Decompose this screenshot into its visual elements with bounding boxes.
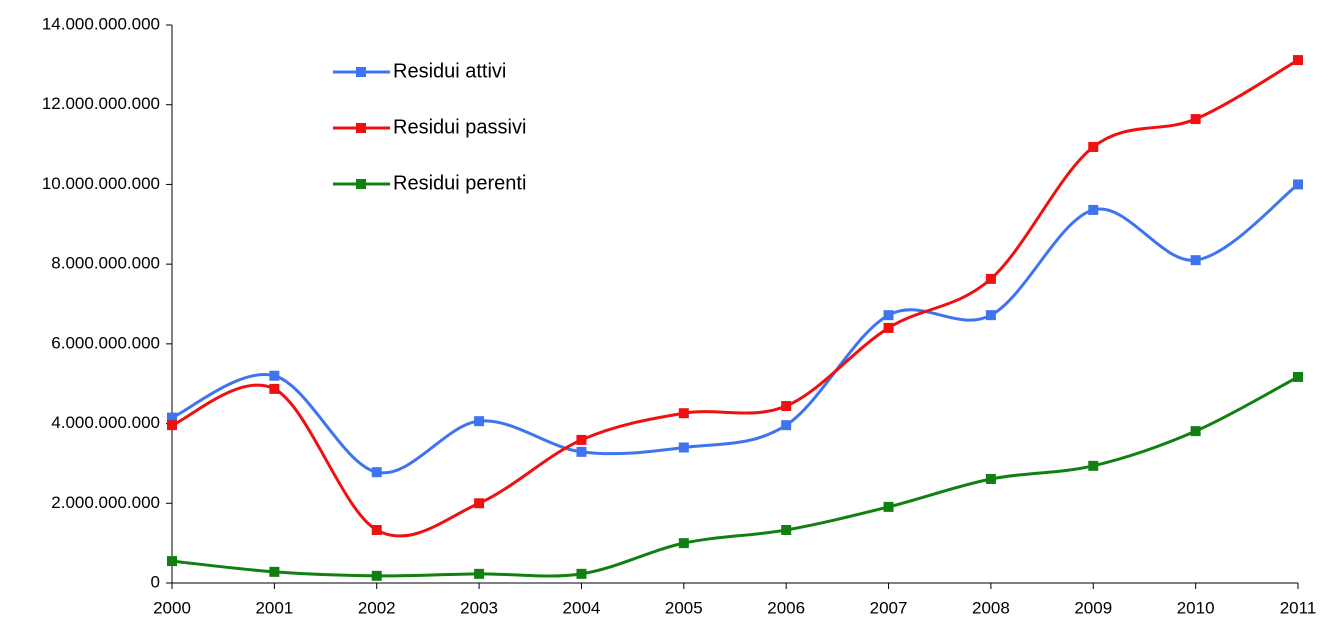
y-tick-label: 8.000.000.000 (51, 254, 160, 273)
x-tick-label: 2006 (767, 598, 805, 617)
legend-label: Residui perenti (393, 172, 526, 194)
legend-label: Residui passivi (393, 116, 526, 138)
point-marker (474, 498, 485, 509)
point-marker (781, 420, 792, 431)
point-marker (1088, 460, 1099, 471)
y-tick-label: 10.000.000.000 (42, 174, 160, 193)
x-tick-label: 2010 (1177, 598, 1215, 617)
point-marker (678, 408, 689, 419)
point-marker (1088, 204, 1099, 215)
legend-marker (356, 123, 366, 133)
point-marker (1293, 55, 1303, 66)
point-marker (269, 370, 280, 381)
x-tick-label: 2002 (358, 598, 396, 617)
point-marker (371, 524, 382, 535)
point-marker (1190, 255, 1201, 266)
point-marker (781, 524, 792, 535)
point-marker (167, 556, 177, 567)
point-marker (269, 566, 280, 577)
y-tick-label: 2.000.000.000 (51, 493, 160, 512)
point-marker (371, 570, 382, 581)
point-marker (1088, 141, 1099, 152)
point-marker (883, 322, 894, 333)
y-tick-label: 12.000.000.000 (42, 94, 160, 113)
point-marker (985, 273, 996, 284)
x-tick-label: 2007 (870, 598, 908, 617)
point-marker (985, 310, 996, 321)
legend-marker (356, 179, 366, 189)
point-marker (167, 420, 177, 431)
point-marker (474, 416, 485, 427)
legend-label: Residui attivi (393, 60, 506, 82)
point-marker (1190, 114, 1201, 125)
point-marker (474, 568, 485, 579)
x-tick-label: 2004 (563, 598, 601, 617)
point-marker (576, 446, 587, 457)
x-tick-label: 2011 (1280, 598, 1317, 617)
point-marker (883, 310, 894, 321)
point-marker (269, 383, 280, 394)
y-tick-label: 0 (151, 572, 160, 591)
y-tick-label: 6.000.000.000 (51, 333, 160, 352)
point-marker (1293, 179, 1303, 190)
y-tick-label: 14.000.000.000 (42, 14, 160, 33)
x-tick-label: 2000 (153, 598, 191, 617)
point-marker (781, 401, 792, 412)
point-marker (576, 434, 587, 445)
point-marker (576, 568, 587, 579)
point-marker (1190, 426, 1201, 437)
legend: Residui attivi Residui passivi Residui per… (333, 60, 526, 194)
x-tick-label: 2009 (1074, 598, 1112, 617)
x-tick-label: 2008 (972, 598, 1010, 617)
series-line (171, 183, 1299, 475)
x-tick-label: 2003 (460, 598, 498, 617)
point-marker (985, 473, 996, 484)
point-marker (167, 412, 177, 423)
series-line (171, 375, 1299, 578)
legend-marker (356, 67, 366, 77)
x-tick-label: 2005 (665, 598, 703, 617)
x-tick-label: 2001 (255, 598, 293, 617)
point-marker (1293, 371, 1303, 382)
point-marker (371, 467, 382, 478)
point-marker (678, 538, 689, 549)
point-marker (883, 501, 894, 512)
series-line (171, 58, 1299, 538)
y-tick-label: 4.000.000.000 (51, 413, 160, 432)
point-marker (678, 442, 689, 453)
